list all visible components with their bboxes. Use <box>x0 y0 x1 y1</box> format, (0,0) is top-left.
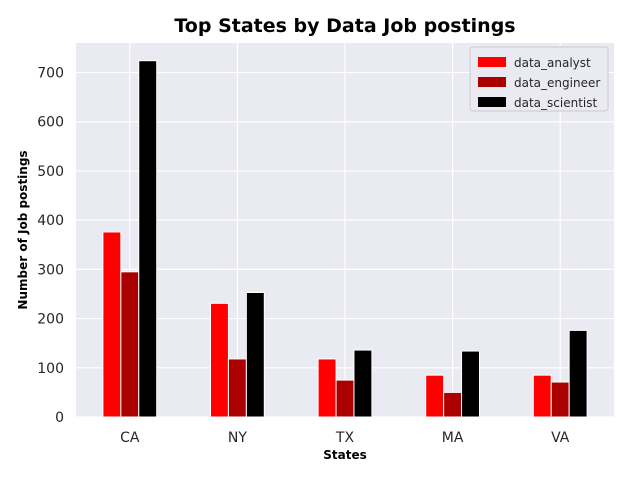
y-tick-labels: 0 100 200 300 400 500 600 700 <box>37 66 64 426</box>
legend: data_analyst data_engineer data_scientist <box>469 46 609 112</box>
legend-label-data_analyst: data_analyst <box>514 56 591 70</box>
x-tick-label: TX <box>335 430 355 446</box>
bar-data_scientist-ny <box>245 291 265 418</box>
bar-data_scientist-va <box>568 329 588 418</box>
y-tick-label: 0 <box>55 410 64 426</box>
bar-data_engineer-ma <box>443 391 463 418</box>
y-tick-label: 300 <box>37 262 64 278</box>
y-tick-label: 400 <box>37 213 64 229</box>
x-tick-label: VA <box>551 430 570 446</box>
legend-swatch-data_analyst <box>478 57 506 67</box>
bar-data_analyst-tx <box>317 358 337 418</box>
bar-data_analyst-va <box>532 374 552 418</box>
y-tick-label: 600 <box>37 115 64 131</box>
legend-swatch-data_engineer <box>478 77 506 87</box>
x-tick-label: CA <box>120 430 140 446</box>
chart-title: Top States by Data Job postings <box>174 15 515 37</box>
bar-data_analyst-ny <box>210 302 229 418</box>
y-axis-title: Number of Job postings <box>16 150 30 309</box>
legend-label-data_engineer: data_engineer <box>514 76 600 90</box>
bar-data_engineer-tx <box>335 379 355 418</box>
x-tick-label: NY <box>228 430 247 446</box>
bar-data_engineer-ny <box>227 358 247 418</box>
legend-swatch-data_scientist <box>478 97 506 107</box>
x-axis-title: States <box>323 448 367 462</box>
y-tick-label: 100 <box>37 361 64 377</box>
grid-lines <box>76 43 614 418</box>
bar-data_scientist-ca <box>138 60 158 418</box>
bar-data_scientist-tx <box>353 349 373 418</box>
bars <box>102 60 588 418</box>
y-tick-label: 500 <box>37 164 64 180</box>
bar-data_engineer-va <box>550 381 570 418</box>
x-tick-labels: CA NY TX MA VA <box>120 430 570 446</box>
bar-data_scientist-ma <box>461 350 481 418</box>
y-tick-label: 700 <box>37 66 64 82</box>
bar-data_analyst-ma <box>425 374 445 418</box>
legend-label-data_scientist: data_scientist <box>514 96 597 110</box>
bar-data_engineer-ca <box>120 271 140 418</box>
x-tick-label: MA <box>442 430 464 446</box>
y-tick-label: 200 <box>37 312 64 328</box>
bar-data_analyst-ca <box>102 231 122 418</box>
